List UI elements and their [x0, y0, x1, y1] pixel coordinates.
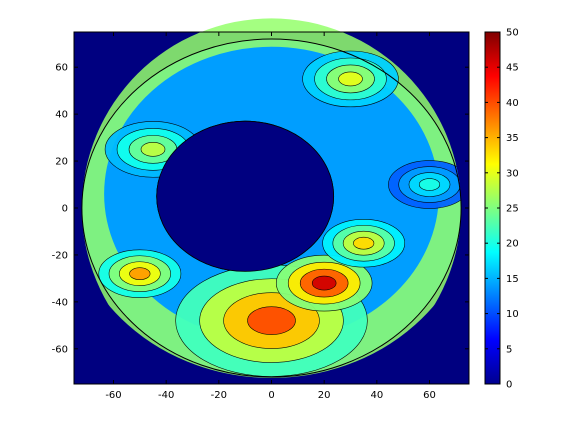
x-tick-label: 60 — [423, 390, 436, 401]
colorbar-tick-label: 50 — [506, 28, 519, 39]
y-tick-label: -60 — [52, 344, 68, 355]
low-core-top — [156, 120, 335, 272]
y-axis: 60 40 20 0 -20 -40 -60 — [52, 63, 469, 355]
contour-level — [418, 178, 441, 191]
colorbar-tick-label: 5 — [506, 344, 512, 355]
y-tick-label: -40 — [52, 297, 68, 308]
colorbar-tick-label: 15 — [506, 274, 519, 285]
x-tick-label: 20 — [318, 390, 331, 401]
feature-7 — [388, 160, 462, 209]
colorbar-tick-label: 0 — [506, 380, 512, 391]
x-tick-label: -20 — [211, 390, 227, 401]
contour-level — [129, 267, 151, 280]
data-disk — [81, 18, 462, 378]
x-tick-label: 40 — [370, 390, 383, 401]
y-tick-label: 0 — [62, 204, 68, 215]
colorbar-tick-label: 30 — [506, 168, 519, 179]
colorbar-tick-label: 35 — [506, 133, 519, 144]
y-tick-label: 20 — [55, 157, 68, 168]
colorbar-tick-label: 20 — [506, 239, 519, 250]
contour-level — [353, 236, 375, 250]
feature-3 — [98, 249, 182, 298]
contour-level — [140, 142, 166, 157]
colorbar-tick-label: 45 — [506, 63, 519, 74]
y-tick-label: -20 — [52, 250, 68, 261]
x-tick-label: -40 — [158, 390, 174, 401]
feature-4 — [322, 218, 406, 268]
x-tick-label: -60 — [105, 390, 121, 401]
contour-level — [247, 306, 296, 335]
feature-6 — [104, 121, 202, 178]
feature-2 — [275, 254, 373, 312]
contour-level — [311, 275, 337, 291]
disk-outline — [81, 38, 462, 378]
y-tick-label: 60 — [55, 63, 68, 74]
contour-level — [338, 71, 363, 87]
y-tick-label: 40 — [55, 110, 68, 121]
colorbar-tick-label: 40 — [506, 98, 519, 109]
feature-5 — [302, 50, 399, 108]
x-tick-label: 0 — [268, 390, 274, 401]
colorbar-tick-label: 25 — [506, 204, 519, 215]
colorbar-tick-label: 10 — [506, 309, 519, 320]
x-axis: -60 -40 -20 0 20 40 60 — [105, 32, 436, 401]
colorbar-axis: 0 5 10 15 20 25 30 35 40 45 50 — [485, 28, 519, 391]
